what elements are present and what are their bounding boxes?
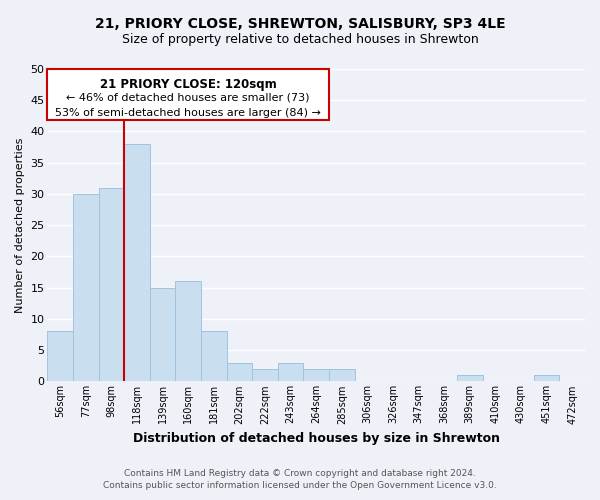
- Bar: [457, 375, 482, 382]
- Text: Contains HM Land Registry data © Crown copyright and database right 2024.
Contai: Contains HM Land Registry data © Crown c…: [103, 468, 497, 490]
- Bar: [150, 288, 175, 382]
- X-axis label: Distribution of detached houses by size in Shrewton: Distribution of detached houses by size …: [133, 432, 500, 445]
- Bar: [227, 362, 252, 382]
- Y-axis label: Number of detached properties: Number of detached properties: [15, 138, 25, 313]
- Bar: [201, 332, 227, 382]
- Bar: [534, 375, 559, 382]
- Text: 21, PRIORY CLOSE, SHREWTON, SALISBURY, SP3 4LE: 21, PRIORY CLOSE, SHREWTON, SALISBURY, S…: [95, 18, 505, 32]
- Bar: [175, 282, 201, 382]
- Text: ← 46% of detached houses are smaller (73): ← 46% of detached houses are smaller (73…: [67, 92, 310, 102]
- Text: Size of property relative to detached houses in Shrewton: Size of property relative to detached ho…: [122, 32, 478, 46]
- Bar: [47, 332, 73, 382]
- Bar: [304, 369, 329, 382]
- Text: 53% of semi-detached houses are larger (84) →: 53% of semi-detached houses are larger (…: [55, 108, 321, 118]
- Bar: [124, 144, 150, 382]
- Bar: [329, 369, 355, 382]
- Bar: [73, 194, 98, 382]
- FancyBboxPatch shape: [47, 69, 329, 120]
- Bar: [252, 369, 278, 382]
- Text: 21 PRIORY CLOSE: 120sqm: 21 PRIORY CLOSE: 120sqm: [100, 78, 277, 92]
- Bar: [278, 362, 304, 382]
- Bar: [98, 188, 124, 382]
